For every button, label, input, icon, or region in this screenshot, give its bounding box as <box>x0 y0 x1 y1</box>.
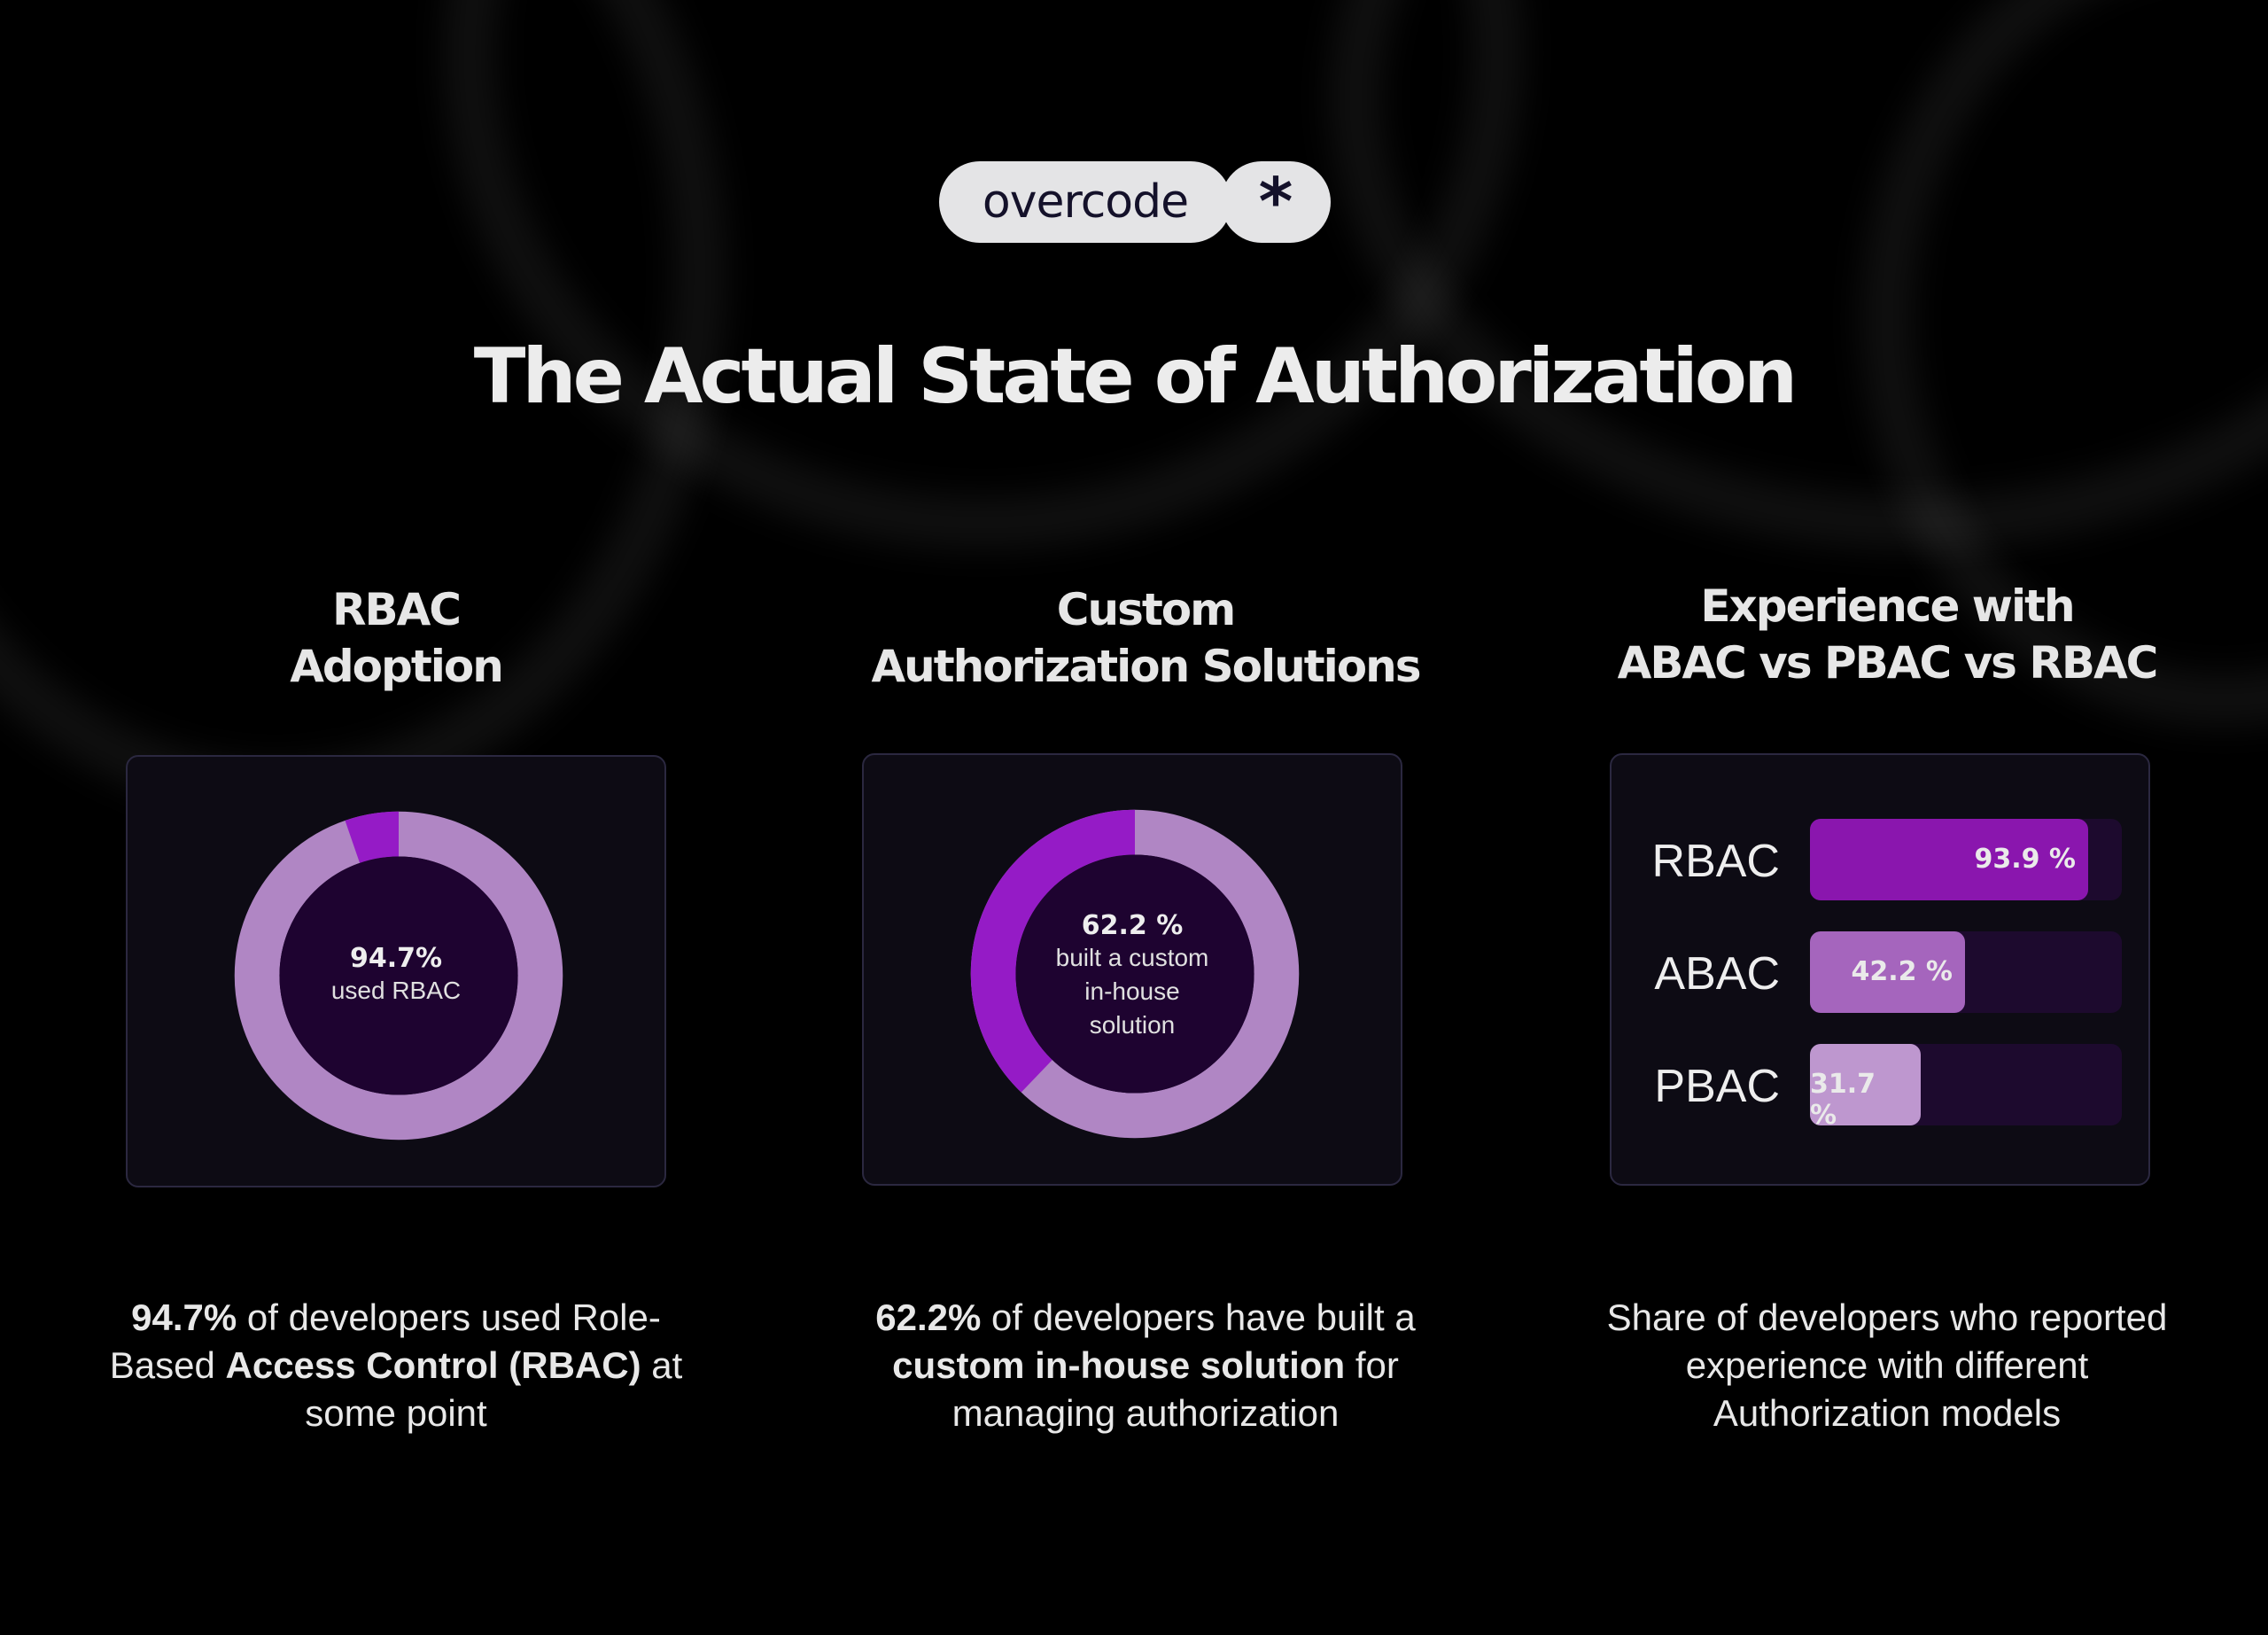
center-percentage: 62.2 % <box>1081 910 1184 941</box>
description-experience: Share of developers who reported experie… <box>1606 1296 2168 1434</box>
bar-value: 93.9 % <box>1974 844 2076 875</box>
heading-line: Experience with <box>1700 580 2075 632</box>
desc-bold: Access Control (RBAC) <box>225 1344 641 1386</box>
asterisk-icon: * <box>1221 161 1331 243</box>
desc-bold: 94.7% <box>131 1296 237 1338</box>
page-title: The Actual State of Authorization <box>473 332 1798 421</box>
desc-text: for managing authorization <box>951 1344 1399 1434</box>
bar-track: 93.9 % <box>1810 819 2122 900</box>
donut-center-label: 94.7% used RBAC <box>128 943 664 1008</box>
desc-bold: 62.2% <box>875 1296 982 1338</box>
desc-text: of developers used Role-Based <box>109 1296 661 1386</box>
heading-line: Adoption <box>290 641 504 692</box>
bar-value: 42.2 % <box>1851 956 1953 987</box>
desc-bold: custom in-house solution <box>892 1344 1346 1386</box>
section-heading-custom: Custom Authorization Solutions <box>844 581 1447 695</box>
center-sublabel: in-house <box>1084 977 1180 1005</box>
bar-fill-rbac: 93.9 % <box>1810 819 2088 900</box>
center-sublabel: used RBAC <box>330 977 462 1004</box>
desc-text: of developers have built a <box>981 1296 1416 1338</box>
heading-line: Custom <box>1056 584 1236 635</box>
chart-card-custom-solutions: 62.2 % built a custom in-house solution <box>862 753 1402 1186</box>
brand-logo: overcode * <box>939 161 1331 243</box>
donut-chart-rbac <box>234 811 563 1141</box>
donut-center-label: 62.2 % built a custom in-house solution <box>864 910 1401 1042</box>
description-rbac: 94.7% of developers used Role-Based Acce… <box>95 1294 697 1437</box>
section-heading-rbac: RBAC Adoption <box>95 581 697 695</box>
chart-card-models: RBAC 93.9 % ABAC 42.2 % PBAC 31.7 % <box>1610 753 2150 1186</box>
section-heading-experience: Experience with ABAC vs PBAC vs RBAC <box>1586 578 2188 691</box>
bar-row-rbac: RBAC 93.9 % <box>1612 819 2152 900</box>
brand-name: overcode <box>939 161 1231 243</box>
bar-row-abac: ABAC 42.2 % <box>1612 931 2152 1013</box>
desc-text: at some point <box>305 1344 683 1434</box>
center-percentage: 94.7% <box>349 943 443 974</box>
center-sublabel: solution <box>1089 1011 1176 1039</box>
bar-fill-abac: 42.2 % <box>1810 931 1965 1013</box>
heading-line: RBAC <box>331 584 462 635</box>
bar-label: RBAC <box>1651 836 1780 887</box>
heading-line: ABAC vs PBAC vs RBAC <box>1617 637 2159 689</box>
description-custom: 62.2% of developers have built a custom … <box>844 1294 1447 1437</box>
chart-card-rbac-adoption: 94.7% used RBAC <box>126 755 666 1187</box>
bar-label: PBAC <box>1654 1061 1780 1112</box>
bar-value: 31.7 % <box>1810 1069 1876 1131</box>
donut-chart-custom <box>970 809 1300 1139</box>
heading-line: Authorization Solutions <box>871 641 1421 692</box>
bar-row-pbac: PBAC 31.7 % <box>1612 1044 2152 1131</box>
bar-track: 31.7 % <box>1810 1044 2122 1131</box>
bar-label: ABAC <box>1654 948 1780 1000</box>
bar-track: 42.2 % <box>1810 931 2122 1013</box>
center-sublabel: built a custom <box>1055 944 1209 971</box>
bar-fill-pbac: 31.7 % <box>1810 1044 1921 1131</box>
